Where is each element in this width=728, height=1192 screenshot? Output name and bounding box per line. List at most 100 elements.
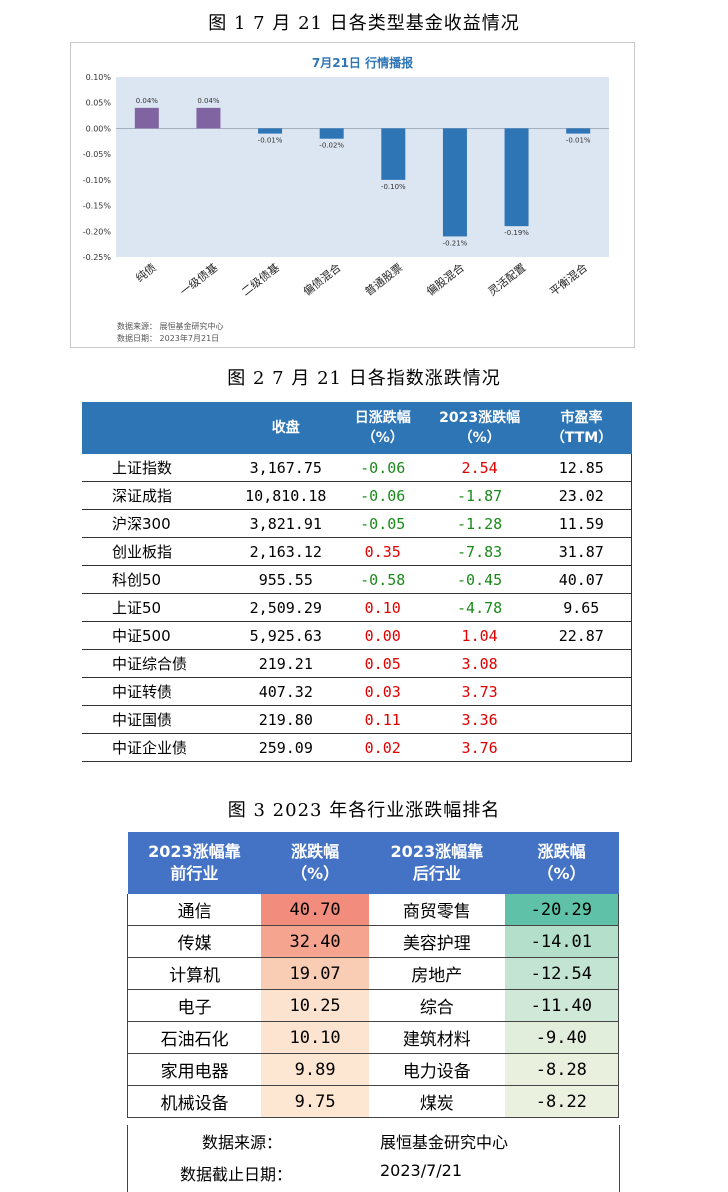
bottom-industry-change: -11.40 — [504, 989, 619, 1022]
table-footer: 数据来源： 展恒基金研究中心 数据截止日期： 2023/7/21 — [127, 1125, 620, 1192]
pe-value: 31.87 — [531, 537, 632, 566]
bottom-industry-name: 电力设备 — [368, 1053, 505, 1086]
top-industry-name: 家用电器 — [127, 1053, 262, 1086]
index-name: 中证500 — [82, 621, 234, 650]
ytd-change: 3.36 — [427, 705, 532, 734]
source-label: 数据来源： — [202, 1133, 283, 1152]
table-row: 通信 40.70 商贸零售 -20.29 — [127, 894, 619, 926]
data-label: -0.10% — [381, 183, 406, 191]
bottom-industry-name: 商贸零售 — [368, 894, 505, 926]
bar — [504, 128, 529, 227]
y-tick-label: -0.15% — [83, 202, 112, 211]
header-bottom-industry: 2023涨幅靠 后行业 — [368, 832, 505, 894]
date-value: 2023/7/21 — [380, 1161, 463, 1180]
top-industry-name: 机械设备 — [127, 1085, 262, 1118]
header-pe: 市盈率 （TTM） — [531, 402, 632, 454]
close-value: 2,509.29 — [233, 593, 338, 622]
y-tick-label: -0.25% — [83, 253, 112, 262]
table-row: 家用电器 9.89 电力设备 -8.28 — [127, 1053, 619, 1086]
close-value: 955.55 — [233, 565, 338, 594]
y-tick-label: 0.10% — [86, 73, 112, 82]
bar — [196, 107, 221, 129]
header-ytd: 2023涨跌幅 （%） — [427, 402, 532, 454]
ytd-change: -0.45 — [427, 565, 532, 594]
bottom-industry-name: 综合 — [368, 989, 505, 1022]
top-industry-name: 电子 — [127, 989, 262, 1022]
figure1-caption: 图 1 7 月 21 日各类型基金收益情况 — [208, 13, 520, 34]
table-row: 深证成指 10,810.18 -0.06 -1.87 23.02 — [82, 481, 632, 510]
header-top-industry: 2023涨幅靠 前行业 — [127, 832, 262, 894]
x-tick-label: 一级债基 — [177, 260, 220, 298]
top-industry-change: 40.70 — [261, 894, 369, 926]
data-label: 0.04% — [136, 97, 159, 105]
index-name: 创业板指 — [82, 537, 234, 566]
bar — [258, 128, 283, 134]
table-row: 上证50 2,509.29 0.10 -4.78 9.65 — [82, 593, 632, 622]
table-row: 中证企业债 259.09 0.02 3.76 — [82, 733, 632, 762]
y-tick-label: -0.10% — [83, 176, 112, 185]
x-tick-label: 纯债 — [133, 260, 159, 285]
day-change: 0.10 — [337, 593, 428, 622]
pe-value: 22.87 — [531, 621, 632, 650]
index-name: 上证50 — [82, 593, 234, 622]
ytd-change: 3.08 — [427, 649, 532, 678]
table-row: 传媒 32.40 美容护理 -14.01 — [127, 925, 619, 958]
source-value: 展恒基金研究中心 — [380, 1133, 509, 1152]
header-top-change: 涨跌幅 （%） — [261, 832, 369, 894]
industry-ranking-table: 2023涨幅靠 前行业 涨跌幅 （%） 2023涨幅靠 后行业 涨跌幅 （%） 通信 40… — [127, 832, 619, 1118]
table-row: 机械设备 9.75 煤炭 -8.22 — [127, 1085, 619, 1118]
table-row: 中证转债 407.32 0.03 3.73 — [82, 677, 632, 706]
top-industry-change: 32.40 — [261, 925, 369, 958]
index-name: 中证综合债 — [82, 649, 234, 678]
top-industry-change: 9.89 — [261, 1053, 369, 1086]
plot-area — [116, 77, 609, 257]
bar — [319, 128, 344, 139]
ytd-change: -1.87 — [427, 481, 532, 510]
top-industry-change: 10.10 — [261, 1021, 369, 1054]
close-value: 219.80 — [233, 705, 338, 734]
day-change: 0.03 — [337, 677, 428, 706]
close-value: 3,821.91 — [233, 509, 338, 538]
figure2-caption: 图 2 7 月 21 日各指数涨跌情况 — [227, 368, 501, 389]
table-row: 创业板指 2,163.12 0.35 -7.83 31.87 — [82, 537, 632, 566]
table-header: 2023涨幅靠 前行业 涨跌幅 （%） 2023涨幅靠 后行业 涨跌幅 （%） — [127, 832, 619, 894]
bottom-industry-change: -20.29 — [504, 894, 619, 926]
ytd-change: 2.54 — [427, 454, 532, 482]
table-row: 沪深300 3,821.91 -0.05 -1.28 11.59 — [82, 509, 632, 538]
y-tick-label: 0.05% — [86, 99, 112, 108]
ytd-change: -7.83 — [427, 537, 532, 566]
table-header: 收盘 日涨跌幅 （%） 2023涨跌幅 （%） 市盈率 （TTM） — [82, 402, 632, 454]
index-name: 沪深300 — [82, 509, 234, 538]
x-tick-label: 二级债基 — [239, 260, 282, 298]
bar — [442, 128, 467, 237]
data-label: -0.01% — [258, 137, 283, 145]
x-tick-label: 偏股混合 — [423, 260, 466, 298]
ytd-change: -1.28 — [427, 509, 532, 538]
data-label: -0.01% — [566, 137, 591, 145]
close-value: 3,167.75 — [233, 454, 338, 482]
day-change: 0.00 — [337, 621, 428, 650]
pe-value — [531, 677, 632, 706]
pe-value: 40.07 — [531, 565, 632, 594]
header-bottom-change: 涨跌幅 （%） — [504, 832, 619, 894]
close-value: 10,810.18 — [233, 481, 338, 510]
data-label: -0.19% — [504, 229, 529, 237]
date-label: 数据截止日期： — [180, 1165, 293, 1184]
day-change: -0.58 — [337, 565, 428, 594]
close-value: 219.21 — [233, 649, 338, 678]
bottom-industry-change: -8.28 — [504, 1053, 619, 1086]
fund-returns-svg: 7月21日 行情播报 0.10% 0.05% 0.00% -0.05% -0.10% -0.… — [83, 55, 609, 298]
ytd-change: 1.04 — [427, 621, 532, 650]
table-row: 电子 10.25 综合 -11.40 — [127, 989, 619, 1022]
bottom-industry-change: -9.40 — [504, 1021, 619, 1054]
bottom-industry-name: 煤炭 — [368, 1085, 505, 1118]
index-name: 中证国债 — [82, 705, 234, 734]
bottom-industry-name: 房地产 — [368, 957, 505, 990]
pe-value — [531, 649, 632, 678]
chart-date: 数据日期： 2023年7月21日 — [117, 334, 220, 343]
top-industry-name: 传媒 — [127, 925, 262, 958]
ytd-change: 3.76 — [427, 733, 532, 762]
bar — [566, 128, 591, 134]
chart-source: 数据来源： 展恒基金研究中心 — [117, 322, 224, 331]
top-industry-name: 通信 — [127, 894, 262, 926]
